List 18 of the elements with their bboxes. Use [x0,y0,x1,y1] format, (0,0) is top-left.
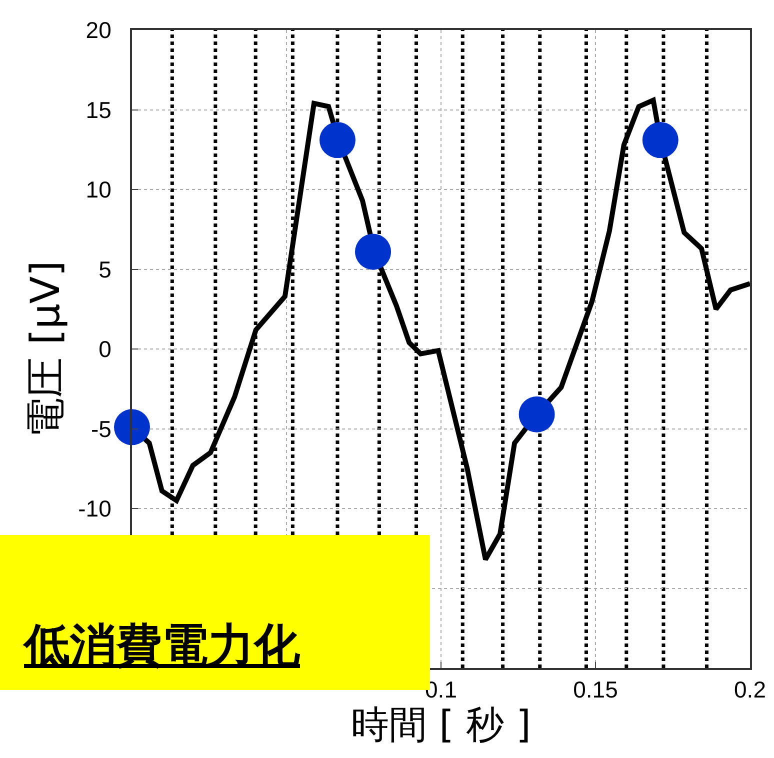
x-axis-title: 時間 [ 秒 ] [351,702,531,747]
y-axis-title: 電圧 [μV] [23,260,70,438]
y-tick-label: 10 [86,176,112,203]
label-panel: 低消費電力化 [0,535,430,690]
y-tick-label: 0 [98,336,112,362]
y-tick-label: 20 [86,17,112,44]
point [518,396,555,432]
y-tick-label: -5 [90,416,112,442]
x-tick-label: 0.15 [573,676,618,703]
annotation: 低消費電力化 [24,618,300,672]
point [320,122,356,158]
y-tick-label: 5 [98,256,112,282]
point [642,122,678,158]
point [114,409,150,446]
point [355,234,392,270]
y-tick-label: 15 [86,96,112,123]
x-tick-label: 0.2 [734,676,766,703]
y-tick-label: -10 [78,496,112,522]
